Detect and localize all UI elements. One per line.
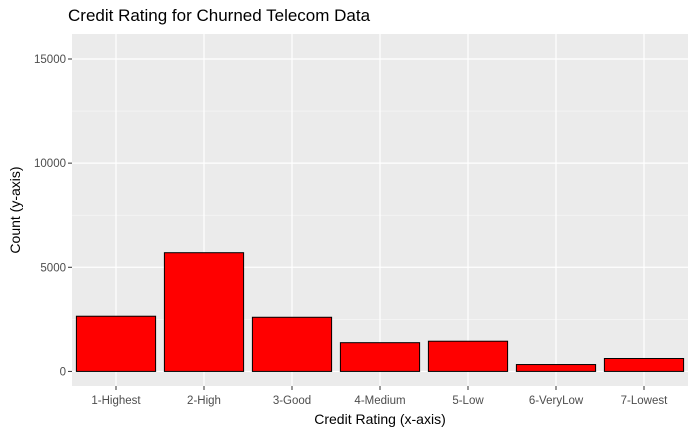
x-tick-label: 7-Lowest — [621, 395, 668, 407]
bars — [75, 252, 685, 372]
x-tick-label: 3-Good — [273, 395, 311, 407]
y-axis-title: Count (y-axis) — [7, 166, 23, 253]
y-tick-label: 15000 — [34, 54, 66, 66]
x-tick-label: 1-Highest — [91, 395, 141, 407]
y-tick-label: 0 — [60, 366, 66, 378]
y-axis: 0 5000 10000 15000 — [34, 54, 72, 378]
bar-6-VeryLow — [515, 364, 597, 372]
x-tick-label: 5-Low — [452, 395, 484, 407]
bar-2-High — [163, 252, 245, 372]
x-tick-label: 4-Medium — [354, 395, 405, 407]
chart-title: Credit Rating for Churned Telecom Data — [68, 6, 371, 25]
y-tick-label: 5000 — [40, 262, 66, 274]
x-tick-label: 6-VeryLow — [529, 395, 584, 407]
x-tick-label: 2-High — [187, 395, 221, 407]
bar-5-Low — [427, 340, 509, 372]
bar-1-Highest — [75, 315, 157, 372]
bar-3-Good — [251, 316, 333, 372]
bar-4-Medium — [339, 342, 421, 372]
y-tick-label: 10000 — [34, 158, 66, 170]
x-axis: 1-Highest 2-High 3-Good 4-Medium 5-Low 6-Very… — [91, 386, 668, 407]
x-axis-title: Credit Rating (x-axis) — [314, 411, 445, 427]
bar-7-Lowest — [603, 358, 685, 372]
